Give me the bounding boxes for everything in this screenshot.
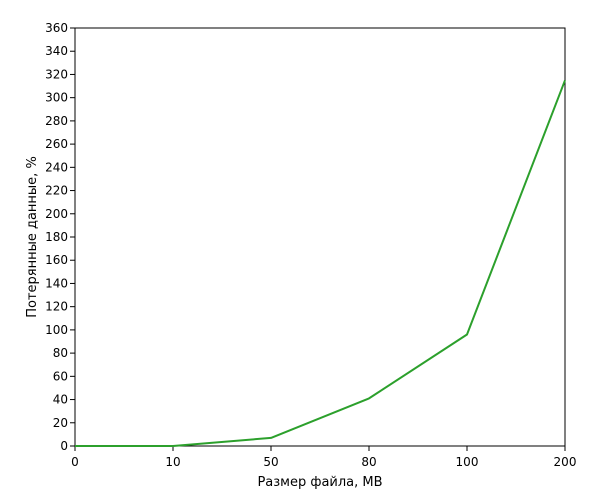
y-tick-label: 240 bbox=[45, 160, 68, 174]
y-axis: 0 20 40 60 80 100 120 140 160 180 200 220 240 260 280 3… bbox=[45, 21, 75, 453]
y-tick-label: 200 bbox=[45, 207, 68, 221]
y-tick-label: 20 bbox=[53, 416, 68, 430]
x-axis-title: Размер файла, МВ bbox=[257, 475, 382, 490]
y-tick-label: 0 bbox=[60, 439, 68, 453]
series-line-0 bbox=[75, 79, 566, 447]
y-tick-label: 300 bbox=[45, 91, 68, 105]
y-tick-label: 360 bbox=[45, 21, 68, 35]
plot-area bbox=[74, 27, 566, 447]
y-tick-label: 220 bbox=[45, 184, 68, 198]
x-tick-label: 200 bbox=[554, 455, 577, 469]
series-layer bbox=[74, 79, 566, 447]
y-tick-label: 180 bbox=[45, 230, 68, 244]
x-axis: 0 10 50 80 100 200 bbox=[71, 446, 576, 469]
y-tick-label: 320 bbox=[45, 67, 68, 81]
y-tick-label: 340 bbox=[45, 44, 68, 58]
y-tick-label: 260 bbox=[45, 137, 68, 151]
y-tick-label: 60 bbox=[53, 369, 68, 383]
y-tick-label: 280 bbox=[45, 114, 68, 128]
y-tick-label: 100 bbox=[45, 323, 68, 337]
x-tick-label: 10 bbox=[165, 455, 180, 469]
y-tick-label: 80 bbox=[53, 346, 68, 360]
x-tick-label: 80 bbox=[361, 455, 376, 469]
x-tick-label: 0 bbox=[71, 455, 79, 469]
x-tick-label: 50 bbox=[263, 455, 278, 469]
y-axis-title: Потерянные данные, % bbox=[25, 156, 40, 318]
x-tick-label: 100 bbox=[456, 455, 479, 469]
y-tick-label: 40 bbox=[53, 393, 68, 407]
y-tick-label: 140 bbox=[45, 276, 68, 290]
y-tick-label: 160 bbox=[45, 253, 68, 267]
y-tick-label: 120 bbox=[45, 300, 68, 314]
